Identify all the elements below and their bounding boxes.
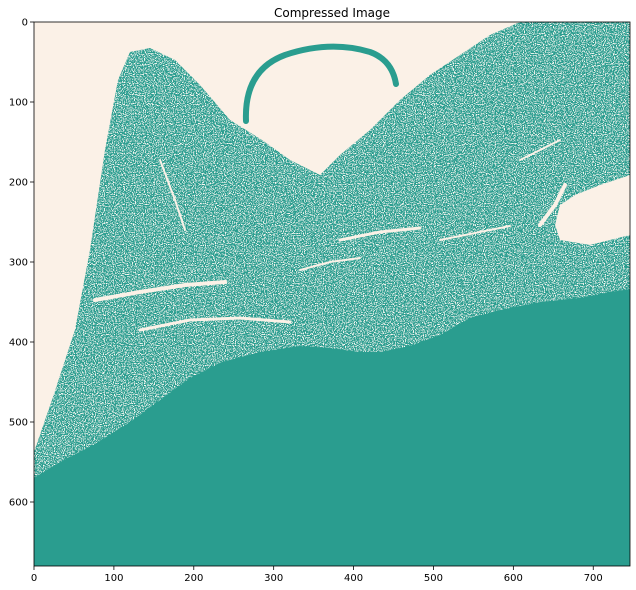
axes-frame <box>33 21 631 567</box>
x-tick-label: 400 <box>344 573 363 584</box>
y-tick-label: 100 <box>9 98 28 109</box>
y-tick-label: 200 <box>9 178 28 189</box>
x-tick-label: 300 <box>264 573 283 584</box>
x-tick-label: 0 <box>31 573 37 584</box>
y-axis: 0 100 200 300 400 500 600 <box>9 18 34 509</box>
y-tick-label: 0 <box>22 18 28 29</box>
arch <box>242 43 399 124</box>
light-streaks <box>93 139 567 332</box>
x-tick-label: 100 <box>104 573 123 584</box>
x-axis: 0 100 200 300 400 500 600 700 <box>31 566 603 584</box>
image-area <box>34 22 630 566</box>
x-tick-label: 600 <box>504 573 523 584</box>
x-tick-label: 200 <box>184 573 203 584</box>
figure-title: Compressed Image <box>274 6 390 20</box>
x-tick-label: 700 <box>584 573 603 584</box>
y-tick-label: 300 <box>9 258 28 269</box>
y-tick-label: 600 <box>9 498 28 509</box>
x-tick-label: 500 <box>424 573 443 584</box>
y-tick-label: 500 <box>9 418 28 429</box>
y-tick-label: 400 <box>9 338 28 349</box>
solid-foreground <box>34 289 630 566</box>
